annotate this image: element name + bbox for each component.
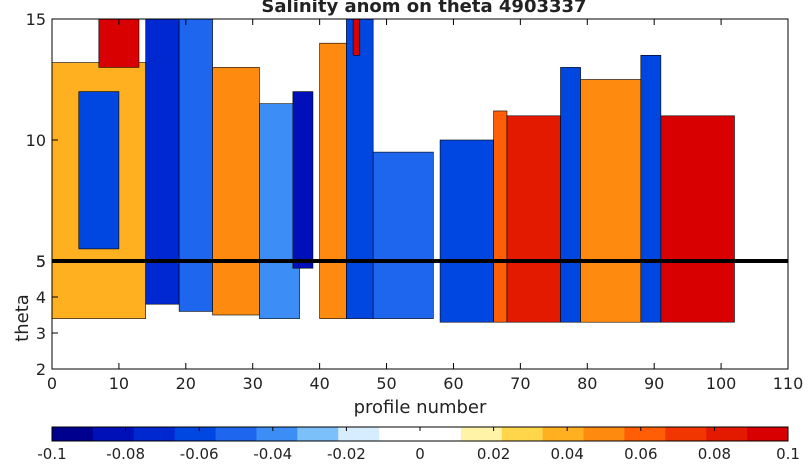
lower-y-tick-label: 4: [36, 288, 46, 307]
anomaly-cell: [319, 261, 347, 319]
colorbar-swatch: [133, 427, 176, 441]
anomaly-cell: [98, 19, 140, 68]
colorbar-swatch: [174, 427, 217, 441]
colorbar-swatch: [747, 427, 789, 441]
colorbar-swatch: [583, 427, 625, 441]
anomaly-cell: [372, 261, 434, 319]
anomaly-cell: [178, 261, 213, 312]
anomaly-cell: [493, 110, 508, 261]
anomaly-cell: [78, 91, 120, 250]
upper-y-axis-ticks: 5 10 15: [26, 10, 58, 271]
y-axis-label: theta: [12, 294, 33, 342]
colorbar-tick-label: 0: [415, 445, 425, 463]
colorbar-swatch: [665, 427, 707, 441]
anomaly-cell: [145, 261, 180, 305]
colorbar-swatch: [624, 427, 666, 441]
anomaly-cell: [506, 261, 561, 323]
upper-panel-data: [52, 19, 735, 261]
colorbar-tick-label: 0.1: [776, 445, 800, 463]
x-tick-label: 90: [644, 374, 664, 393]
colorbar-swatch: [420, 427, 462, 441]
anomaly-cell: [346, 19, 374, 261]
colorbar-swatch: [542, 427, 585, 441]
colorbar-swatch: [460, 427, 503, 441]
colorbar-tick-label: -0.04: [253, 445, 292, 463]
anomaly-cell: [560, 261, 581, 323]
upper-y-tick-label: 5: [36, 252, 46, 271]
colorbar-swatch: [256, 427, 298, 441]
upper-y-tick-label: 10: [26, 131, 46, 150]
anomaly-cell: [346, 261, 374, 319]
upper-y-tick-label: 15: [26, 10, 46, 29]
lower-y-tick-label: 5: [36, 252, 46, 271]
x-tick-label: 30: [243, 374, 263, 393]
anomaly-cell: [660, 261, 735, 323]
colorbar-tick-label: -0.1: [37, 445, 66, 463]
colorbar-tick-label: 0.02: [477, 445, 510, 463]
x-tick-label: 0: [47, 374, 57, 393]
x-tick-label: 60: [443, 374, 463, 393]
lower-panel-data: [52, 261, 735, 323]
colorbar-swatch: [215, 427, 257, 441]
anomaly-cell: [506, 115, 561, 261]
anomaly-cell: [640, 261, 662, 323]
x-tick-label: 70: [510, 374, 530, 393]
anomaly-cell: [212, 67, 260, 261]
lower-y-axis-ticks: 2 3 4 5: [36, 252, 58, 379]
anomaly-cell: [319, 42, 347, 261]
colorbar-tick-label: -0.06: [180, 445, 219, 463]
colorbar-swatch: [379, 427, 421, 441]
colorbar-tick-label: 0.08: [698, 445, 731, 463]
anomaly-cell: [439, 139, 494, 261]
x-axis-label: profile number: [354, 397, 487, 418]
colorbar-tick-label: -0.02: [327, 445, 366, 463]
x-axis-ticks: 0 10 20 30 40 50 60 70 80 90 100 110: [47, 19, 803, 393]
anomaly-cell: [52, 261, 146, 319]
colorbar-swatch: [706, 427, 748, 441]
anomaly-cell: [292, 261, 314, 269]
x-tick-label: 80: [577, 374, 597, 393]
anomaly-cell: [580, 261, 642, 323]
colorbar-swatch: [52, 427, 94, 441]
anomaly-cell: [352, 19, 361, 56]
colorbar-swatch: [501, 427, 544, 441]
x-tick-label: 20: [176, 374, 196, 393]
colorbar-tick-label: 0.06: [624, 445, 657, 463]
anomaly-cell: [580, 79, 642, 261]
lower-y-tick-label: 2: [36, 360, 46, 379]
x-tick-label: 50: [376, 374, 396, 393]
anomaly-cell: [439, 261, 494, 323]
x-tick-label: 100: [706, 374, 737, 393]
colorbar-swatch: [297, 427, 339, 441]
lower-y-tick-label: 3: [36, 324, 46, 343]
anomaly-cell: [212, 261, 260, 316]
anomaly-cell: [372, 151, 434, 261]
x-tick-label: 40: [309, 374, 329, 393]
colorbar-tick-label: -0.08: [106, 445, 145, 463]
colorbar-swatch: [338, 427, 380, 441]
colorbar-tick-label: 0.04: [550, 445, 583, 463]
colorbar: -0.1 -0.08 -0.06 -0.04 -0.02 0 0.02 0.04 0.06 0.0…: [37, 426, 800, 463]
anomaly-cell: [640, 54, 662, 261]
x-tick-label: 10: [109, 374, 129, 393]
anomaly-cell: [660, 115, 735, 261]
anomaly-cell: [560, 67, 581, 261]
anomaly-cell: [292, 91, 314, 261]
chart-title: Salinity anom on theta 4903337: [261, 0, 586, 17]
anomaly-cell: [178, 19, 213, 261]
anomaly-cell: [259, 261, 300, 319]
anomaly-cell: [145, 19, 180, 261]
x-tick-label: 110: [773, 374, 804, 393]
colorbar-swatch: [92, 427, 135, 441]
anomaly-cell: [493, 261, 508, 323]
